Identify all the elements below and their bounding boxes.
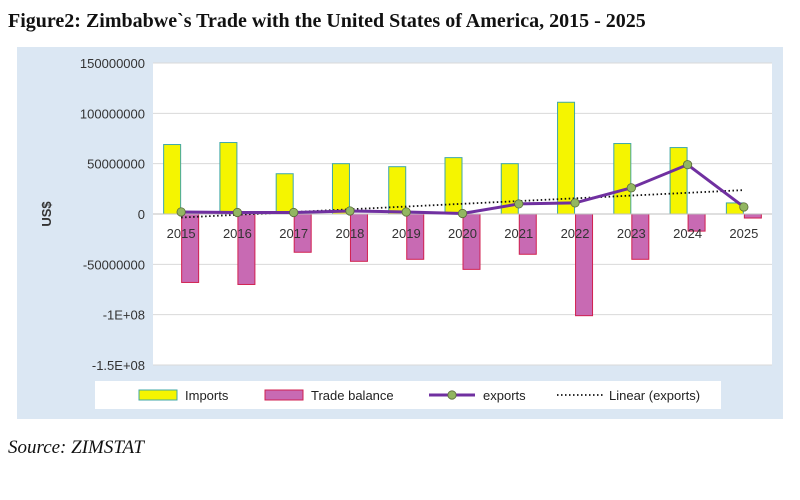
chart-frame: 150000000 100000000 50000000 0 -50000000 -1E+… bbox=[17, 47, 783, 419]
line-layer bbox=[176, 160, 749, 219]
imports-bar bbox=[557, 101, 576, 215]
trade-balance-bar bbox=[462, 213, 481, 270]
x-tick-label: 2024 bbox=[673, 226, 702, 241]
exports-trendline bbox=[181, 189, 744, 219]
exports-point bbox=[739, 202, 749, 212]
legend-trade-balance-label: Trade balance bbox=[311, 388, 394, 403]
x-tick-label: 2016 bbox=[223, 226, 252, 241]
imports-bar bbox=[163, 144, 182, 215]
x-tick-label: 2022 bbox=[561, 226, 590, 241]
x-tick-labels: 2015 2016 2017 2018 2019 2020 2021 2022 2023 2024… bbox=[167, 226, 759, 241]
exports-point bbox=[514, 199, 524, 209]
trade-balance-bar bbox=[181, 213, 200, 283]
exports-point bbox=[289, 207, 299, 218]
x-tick-label: 2025 bbox=[729, 226, 758, 241]
bar-layer bbox=[153, 101, 772, 317]
y-tick-label: -50000000 bbox=[83, 257, 145, 272]
exports-point bbox=[401, 207, 411, 217]
exports-point bbox=[345, 206, 355, 216]
trade-balance-bar bbox=[237, 213, 256, 285]
x-tick-label: 2019 bbox=[392, 226, 421, 241]
x-tick-label: 2021 bbox=[504, 226, 533, 241]
exports-point bbox=[626, 183, 636, 193]
y-tick-label: -1E+08 bbox=[103, 308, 145, 323]
y-tick-label: 50000000 bbox=[87, 157, 145, 172]
y-tick-label: 150000000 bbox=[80, 56, 145, 71]
exports-point bbox=[232, 207, 243, 218]
trade-chart: 150000000 100000000 50000000 0 -50000000 -1E+… bbox=[39, 56, 772, 409]
y-tick-labels: 150000000 100000000 50000000 0 -50000000 -1E+… bbox=[80, 56, 145, 373]
imports-bar bbox=[669, 147, 688, 215]
legend-trend-label: Linear (exports) bbox=[609, 388, 700, 403]
y-tick-label: 0 bbox=[138, 207, 145, 222]
imports-bar bbox=[331, 163, 350, 215]
x-tick-label: 2015 bbox=[167, 226, 196, 241]
y-axis-label: US$ bbox=[39, 201, 54, 227]
exports-point bbox=[570, 198, 580, 208]
legend-box bbox=[95, 381, 721, 409]
exports-point bbox=[682, 160, 693, 170]
x-tick-label: 2017 bbox=[279, 226, 308, 241]
x-tick-label: 2018 bbox=[335, 226, 364, 241]
trade-balance-bar bbox=[743, 213, 762, 219]
y-tick-label: -1.5E+08 bbox=[92, 358, 145, 373]
imports-bar bbox=[275, 173, 294, 215]
figure-title: Figure2: Zimbabwe`s Trade with the Unite… bbox=[8, 10, 646, 32]
imports-bar bbox=[444, 157, 463, 215]
legend-exports-label: exports bbox=[483, 388, 526, 403]
legend-imports-swatch bbox=[138, 389, 178, 401]
source-note: Source: ZIMSTAT bbox=[8, 437, 144, 458]
legend-exports-marker bbox=[447, 390, 457, 400]
legend-imports-label: Imports bbox=[185, 388, 229, 403]
imports-bar bbox=[613, 143, 632, 215]
exports-point bbox=[176, 207, 186, 217]
y-tick-label: 100000000 bbox=[80, 106, 145, 121]
imports-bar bbox=[219, 142, 238, 215]
x-tick-label: 2023 bbox=[617, 226, 646, 241]
legend-trade-balance-swatch bbox=[264, 389, 304, 401]
exports-point bbox=[457, 208, 468, 219]
x-tick-label: 2020 bbox=[448, 226, 477, 241]
legend: Imports Trade balance exports Linear (expor… bbox=[138, 388, 700, 403]
